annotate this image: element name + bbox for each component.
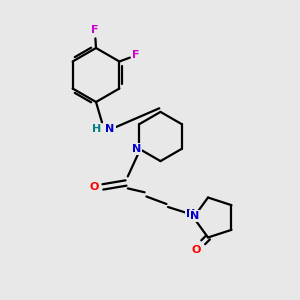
Text: N: N: [132, 144, 141, 154]
Text: F: F: [91, 25, 98, 35]
Text: N: N: [106, 124, 115, 134]
Text: N: N: [190, 211, 199, 221]
Text: O: O: [89, 182, 99, 193]
Text: F: F: [132, 50, 140, 61]
Text: O: O: [191, 245, 201, 255]
Text: N: N: [186, 208, 195, 219]
Text: H: H: [92, 124, 101, 134]
